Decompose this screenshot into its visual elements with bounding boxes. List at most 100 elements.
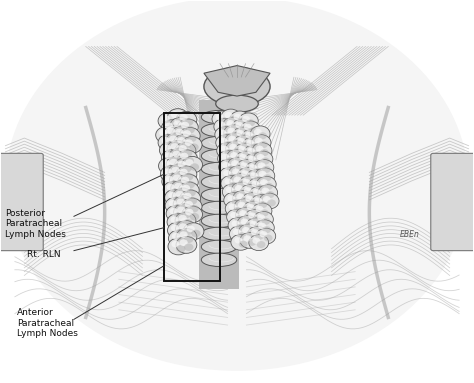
Circle shape — [241, 197, 249, 204]
Circle shape — [228, 165, 248, 182]
Circle shape — [228, 136, 236, 142]
Circle shape — [227, 149, 246, 165]
Ellipse shape — [216, 95, 258, 112]
Circle shape — [233, 229, 241, 235]
Circle shape — [251, 135, 271, 151]
Circle shape — [227, 120, 234, 126]
Circle shape — [242, 205, 251, 212]
Circle shape — [233, 190, 253, 206]
Circle shape — [243, 179, 250, 185]
Circle shape — [227, 209, 246, 225]
Circle shape — [244, 235, 251, 242]
Circle shape — [175, 221, 196, 237]
Circle shape — [260, 179, 268, 185]
Circle shape — [218, 121, 225, 128]
Circle shape — [169, 136, 177, 142]
Circle shape — [259, 193, 279, 209]
Circle shape — [164, 189, 185, 206]
Circle shape — [173, 196, 194, 213]
Circle shape — [176, 237, 197, 253]
Circle shape — [228, 173, 236, 180]
Circle shape — [229, 226, 249, 242]
Circle shape — [177, 178, 187, 186]
Circle shape — [263, 174, 272, 181]
Circle shape — [243, 149, 251, 157]
Circle shape — [162, 160, 170, 167]
Circle shape — [252, 181, 259, 187]
Circle shape — [180, 153, 188, 159]
Ellipse shape — [201, 214, 237, 228]
Circle shape — [231, 234, 251, 250]
Circle shape — [251, 143, 259, 151]
Ellipse shape — [201, 253, 237, 267]
Circle shape — [171, 143, 179, 150]
Circle shape — [237, 232, 246, 239]
Circle shape — [161, 149, 182, 166]
Circle shape — [250, 135, 258, 142]
Circle shape — [253, 151, 273, 167]
Circle shape — [246, 161, 265, 177]
Circle shape — [257, 193, 266, 200]
Circle shape — [230, 173, 250, 190]
Circle shape — [242, 193, 262, 209]
Circle shape — [222, 184, 242, 200]
Circle shape — [175, 142, 196, 159]
Circle shape — [175, 116, 185, 123]
Circle shape — [158, 134, 179, 151]
Circle shape — [176, 150, 197, 167]
Circle shape — [244, 145, 264, 161]
Circle shape — [170, 118, 191, 134]
Circle shape — [220, 117, 228, 124]
Circle shape — [183, 193, 191, 200]
Circle shape — [232, 169, 240, 175]
Circle shape — [178, 160, 186, 167]
Circle shape — [224, 192, 244, 208]
Circle shape — [246, 196, 253, 202]
Circle shape — [183, 228, 193, 235]
Text: Anterior
Paratracheal
Lymph Nodes: Anterior Paratracheal Lymph Nodes — [17, 308, 78, 338]
Circle shape — [250, 126, 270, 142]
Circle shape — [223, 170, 231, 177]
Circle shape — [227, 165, 235, 172]
Circle shape — [250, 221, 257, 227]
Circle shape — [183, 130, 191, 137]
Ellipse shape — [201, 240, 237, 254]
Circle shape — [218, 151, 237, 167]
Circle shape — [253, 216, 261, 223]
Circle shape — [253, 189, 261, 195]
Circle shape — [248, 156, 256, 162]
Circle shape — [243, 137, 263, 153]
Circle shape — [257, 154, 264, 160]
Circle shape — [237, 159, 256, 175]
Circle shape — [181, 137, 202, 153]
Circle shape — [240, 184, 260, 200]
Circle shape — [167, 109, 188, 126]
Circle shape — [258, 223, 266, 229]
Circle shape — [219, 137, 227, 144]
Circle shape — [216, 135, 236, 151]
Circle shape — [181, 177, 189, 183]
Circle shape — [180, 190, 201, 207]
Circle shape — [219, 129, 226, 136]
Circle shape — [177, 198, 185, 205]
Circle shape — [261, 188, 269, 194]
Circle shape — [173, 120, 182, 127]
Circle shape — [246, 230, 255, 237]
Circle shape — [173, 140, 183, 147]
Circle shape — [167, 140, 188, 157]
Circle shape — [238, 117, 246, 124]
Circle shape — [230, 152, 238, 159]
Circle shape — [178, 182, 199, 199]
Circle shape — [246, 169, 266, 185]
Circle shape — [168, 149, 177, 156]
Circle shape — [158, 157, 179, 174]
Circle shape — [235, 216, 243, 223]
Circle shape — [249, 235, 269, 250]
FancyBboxPatch shape — [431, 153, 474, 250]
Circle shape — [175, 147, 184, 155]
Ellipse shape — [201, 136, 237, 150]
Circle shape — [216, 114, 223, 120]
Circle shape — [236, 122, 243, 128]
Circle shape — [182, 165, 191, 172]
Circle shape — [244, 124, 252, 130]
